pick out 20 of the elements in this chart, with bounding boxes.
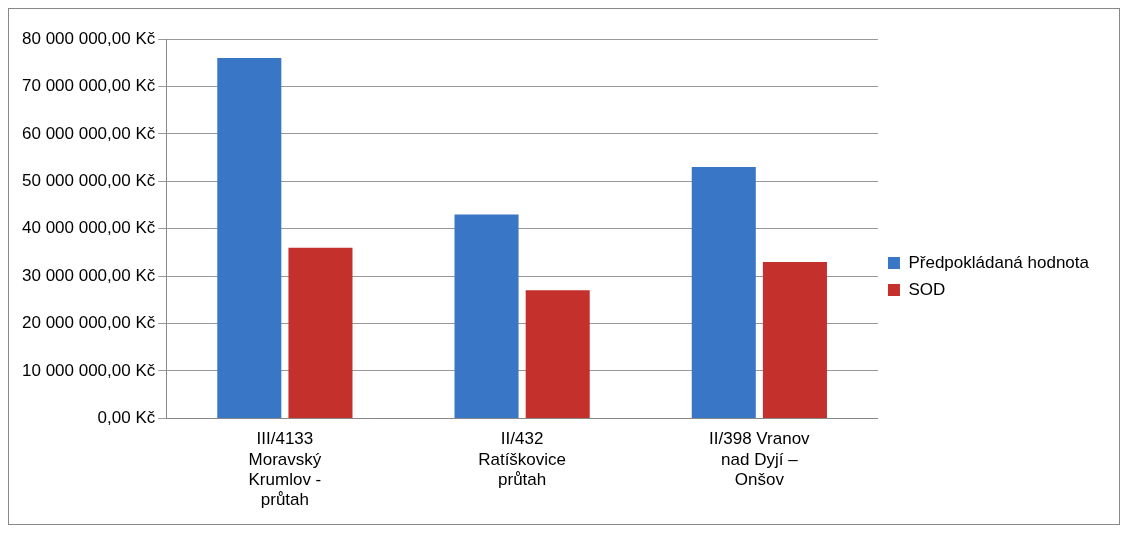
y-tick-label: 70 000 000,00 Kč — [22, 76, 156, 96]
y-tick-label: 60 000 000,00 Kč — [22, 123, 156, 143]
bar — [691, 167, 756, 418]
x-tick-label: II/432 Ratíškovice průtah — [478, 429, 567, 490]
bar — [525, 290, 590, 418]
bar — [454, 214, 519, 418]
bar — [288, 247, 353, 418]
y-tick-label: 0,00 Kč — [97, 408, 156, 428]
x-tick-label: III/4133 Moravský Krumlov - průtah — [248, 429, 322, 510]
x-tick-label: II/398 Vranov nad Dyjí – Onšov — [709, 429, 811, 490]
legend-label: SOD — [908, 279, 946, 299]
y-tick-label: 30 000 000,00 Kč — [22, 265, 156, 285]
y-tick-label: 20 000 000,00 Kč — [22, 313, 156, 333]
bar — [762, 261, 827, 418]
y-tick-label: 40 000 000,00 Kč — [22, 218, 156, 238]
bar — [217, 57, 282, 418]
legend-label: Předpokládaná hodnota — [908, 252, 1090, 272]
y-tick-label: 80 000 000,00 Kč — [22, 28, 156, 48]
y-tick-label: 10 000 000,00 Kč — [22, 360, 156, 380]
y-tick-label: 50 000 000,00 Kč — [22, 170, 156, 190]
